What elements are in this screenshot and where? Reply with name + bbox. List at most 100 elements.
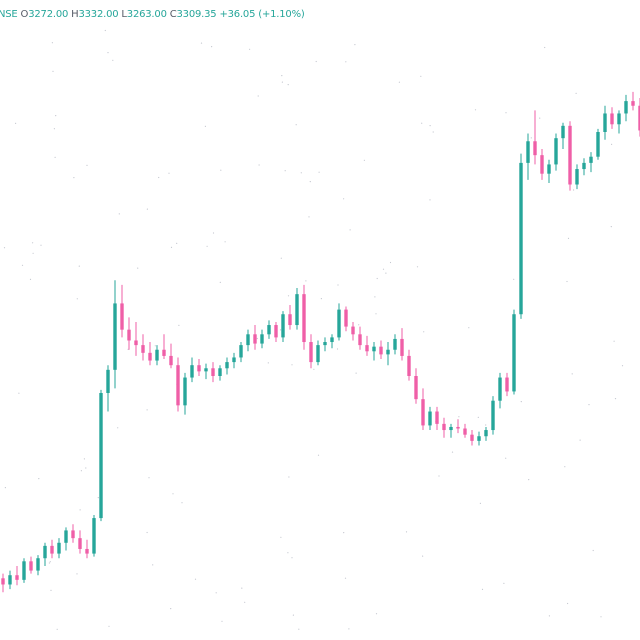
candle-body [43, 545, 47, 559]
background-dot [40, 244, 42, 246]
candle-body [351, 326, 355, 335]
background-dot [479, 502, 481, 504]
candle [456, 419, 460, 434]
candle [526, 133, 530, 180]
background-dot [85, 467, 87, 469]
candle-body [190, 365, 194, 378]
background-dot [279, 329, 282, 331]
background-dot [170, 608, 172, 610]
background-dot [38, 478, 40, 480]
background-dot [212, 232, 215, 234]
high-value: 3332.00 [78, 9, 119, 20]
background-dot [3, 247, 6, 249]
background-dot [97, 497, 99, 499]
background-dot [292, 614, 294, 616]
candle-body [302, 294, 306, 343]
background-dot [485, 424, 487, 426]
background-dot [613, 340, 615, 342]
candle-body [505, 377, 509, 392]
candle-body [603, 113, 607, 132]
candle-body [610, 113, 614, 125]
candle [260, 329, 264, 349]
background-dot [468, 327, 470, 329]
background-dot [530, 137, 532, 139]
candle [232, 352, 236, 369]
candle [491, 396, 495, 435]
background-dot [477, 416, 479, 418]
symbol-label: NSE [0, 9, 18, 20]
candle-body [288, 314, 292, 326]
candle-body [596, 132, 600, 157]
background-dot [288, 476, 290, 478]
background-dot [206, 245, 208, 247]
candle-body [50, 545, 54, 554]
background-dot [315, 60, 317, 63]
candle [568, 121, 572, 191]
background-dot [429, 125, 431, 127]
background-dot [287, 84, 289, 86]
candle [631, 91, 635, 111]
background-dot [73, 177, 75, 179]
background-dot [481, 588, 484, 591]
candle-body [337, 309, 341, 338]
candle-body [155, 349, 159, 361]
background-dot [152, 564, 154, 566]
candle [85, 539, 89, 559]
candle-body [428, 411, 432, 426]
background-dot [343, 198, 345, 200]
background-dot [614, 398, 617, 400]
background-dot [112, 59, 114, 61]
background-dot [567, 237, 570, 239]
background-dot [345, 61, 347, 63]
candle-body [365, 345, 369, 352]
candle-body [491, 400, 495, 431]
candle [50, 539, 54, 559]
background-dot [363, 159, 365, 161]
candle-body [141, 345, 145, 353]
background-dot [385, 272, 387, 274]
background-dot [146, 208, 148, 210]
candle [624, 94, 628, 122]
background-dot [267, 362, 269, 364]
candle [43, 542, 47, 566]
candle-body [246, 334, 250, 346]
candle [22, 558, 26, 583]
candle-body [106, 369, 110, 393]
background-dot [571, 373, 573, 375]
candle [533, 110, 537, 165]
candle-body [204, 368, 208, 372]
candle-body [617, 113, 621, 125]
close-label: C [169, 9, 177, 20]
candle-body [232, 357, 236, 363]
candle [246, 329, 250, 352]
candle [15, 565, 19, 586]
candle [155, 345, 159, 366]
background-dot [55, 115, 57, 117]
candle [372, 342, 376, 361]
candle-body [197, 365, 201, 372]
candle-body [15, 575, 19, 580]
background-dot [51, 42, 54, 44]
background-dot [117, 427, 119, 429]
open-value: 3272.00 [28, 9, 69, 20]
background-dot [575, 92, 577, 94]
background-dot [281, 75, 283, 77]
candle-body [22, 561, 26, 580]
candle [442, 417, 446, 438]
candle [330, 334, 334, 349]
candle [29, 556, 33, 574]
background-dot [374, 296, 376, 298]
background-dot [355, 372, 357, 374]
candle-body [386, 349, 390, 355]
candle [638, 98, 640, 137]
candle [323, 337, 327, 352]
background-dot [375, 313, 377, 315]
low-value: 3263.00 [126, 9, 167, 20]
background-dot [148, 477, 150, 479]
candle-body [631, 101, 635, 106]
candle [561, 122, 565, 149]
candle [554, 133, 558, 171]
background-dot [83, 458, 85, 460]
candle-body [295, 294, 299, 326]
